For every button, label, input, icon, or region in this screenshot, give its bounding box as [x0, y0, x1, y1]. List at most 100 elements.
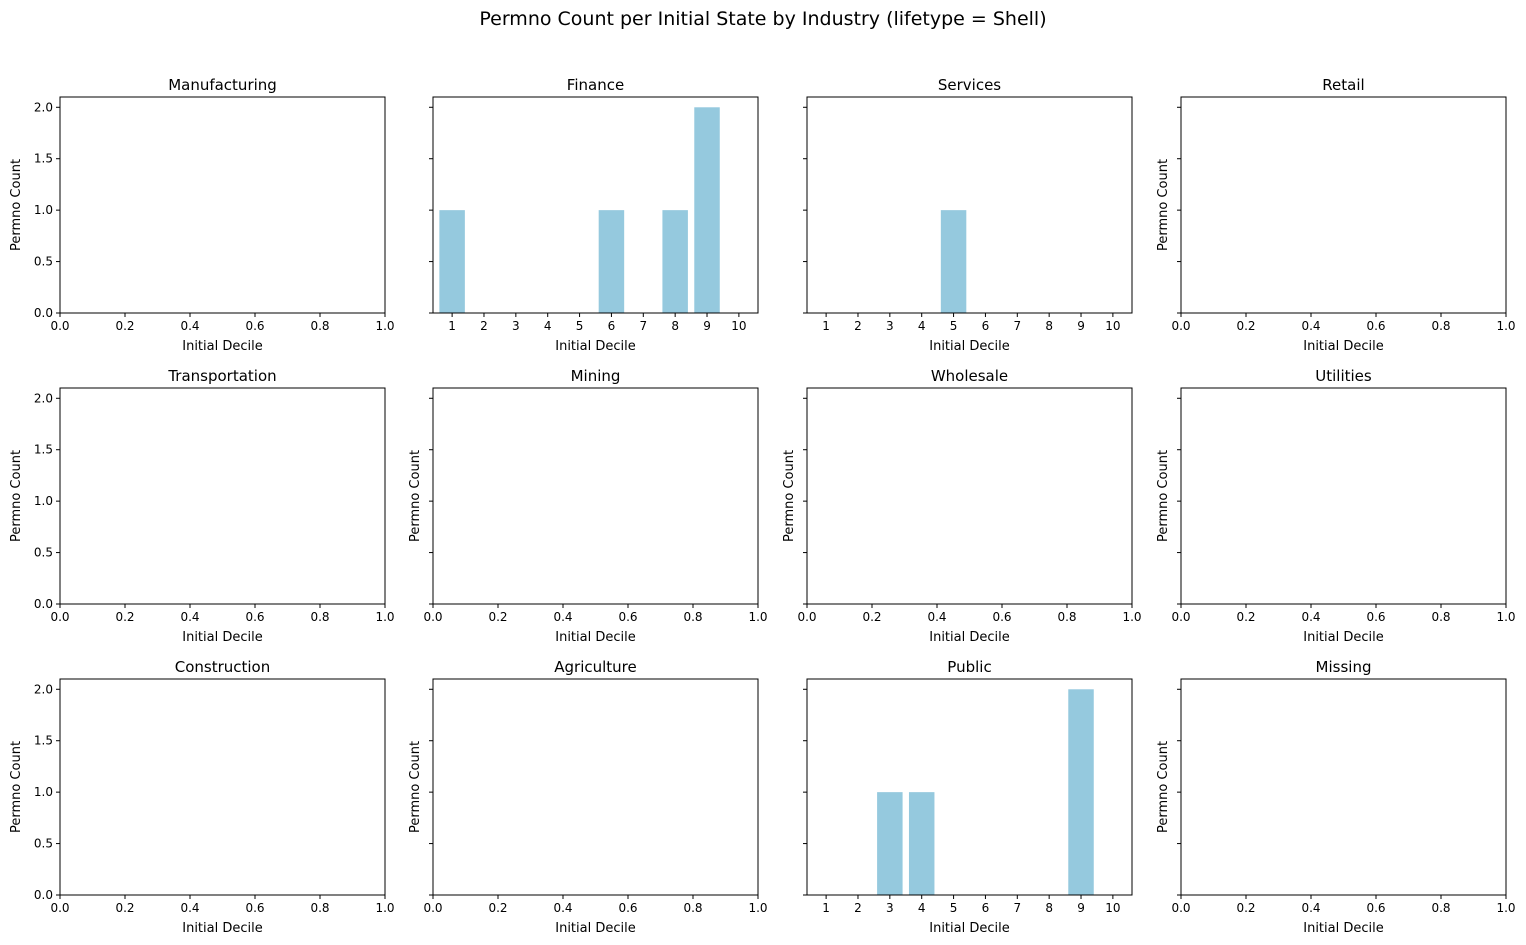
x-tick-label: 0.4 [553, 901, 572, 915]
panel-utilities: 0.0 0.2 0.4 0.6 0.8 1.0 Utilities Initial Decil… [1156, 367, 1516, 645]
x-axis-label: Initial Decile [1303, 630, 1383, 645]
x-tick-label: 4 [918, 901, 926, 915]
x-tick-label: 3 [512, 319, 520, 333]
x-tick-label: 2 [854, 901, 862, 915]
x-tick-label: 0.6 [992, 610, 1011, 624]
x-axis-label: Initial Decile [929, 339, 1009, 354]
x-tick-label: 0.2 [1236, 901, 1255, 915]
panel-public: 1 2 3 4 5 6 7 8 9 10 Public Initial Decile [803, 658, 1133, 936]
x-tick-label: 1.0 [748, 901, 767, 915]
panel-mining: 0.0 0.2 0.4 0.6 0.8 1.0 Mining Initial Decile Pe… [408, 367, 768, 645]
axes-frame [59, 678, 386, 896]
x-axis-label: Initial Decile [929, 630, 1009, 645]
bar-public-3 [877, 792, 903, 895]
x-tick-label: 6 [982, 901, 990, 915]
y-tick-label: 1.0 [34, 785, 53, 799]
x-tick-label: 0.0 [1171, 901, 1190, 915]
x-tick-label: 1.0 [375, 610, 394, 624]
panel-title: Finance [567, 76, 624, 94]
x-tick-label: 10 [1105, 901, 1120, 915]
x-tick-label: 0.4 [180, 610, 199, 624]
x-tick-label: 6 [982, 319, 990, 333]
x-tick-label: 0.8 [310, 610, 329, 624]
axes-frame [432, 96, 759, 314]
x-tick-label: 10 [1105, 319, 1120, 333]
y-axis-label: Permno Count [408, 450, 423, 542]
x-tick-label: 0.6 [618, 901, 637, 915]
x-tick-label: 0.4 [1301, 901, 1320, 915]
axes-frame [432, 678, 759, 896]
x-tick-label: 2 [854, 319, 862, 333]
subplot-grid: 0.0 0.2 0.4 0.6 0.8 1.0 0.0 0.5 1.0 1.5 2.0 Manufac… [9, 76, 1516, 936]
panel-title: Mining [571, 367, 621, 385]
axes-frame [59, 96, 386, 314]
panel-agriculture: 0.0 0.2 0.4 0.6 0.8 1.0 Agriculture Initial Dec… [408, 658, 768, 936]
y-tick-label: 1.5 [34, 152, 53, 166]
figure-title: Permno Count per Initial State by Indust… [479, 8, 1046, 30]
x-tick-label: 0.8 [1057, 610, 1076, 624]
y-axis-label: Permno Count [9, 741, 24, 833]
y-axis-label: Permno Count [1156, 741, 1171, 833]
bar-finance-1 [439, 210, 465, 313]
bar-public-9 [1068, 689, 1094, 895]
y-tick-label: 1.5 [34, 734, 53, 748]
x-tick-label: 1.0 [748, 610, 767, 624]
x-axis-label: Initial Decile [1303, 921, 1383, 936]
x-tick-label: 0.0 [423, 610, 442, 624]
x-tick-label: 1.0 [375, 319, 394, 333]
x-tick-label: 1.0 [1496, 901, 1515, 915]
x-tick-label: 0.8 [1431, 610, 1450, 624]
x-tick-label: 0.2 [115, 610, 134, 624]
x-tick-label: 10 [731, 319, 746, 333]
x-tick-label: 0.4 [927, 610, 946, 624]
panel-title: Services [938, 76, 1001, 94]
bar-finance-6 [598, 210, 625, 313]
y-axis-label: Permno Count [9, 450, 24, 542]
panel-construction: 0.0 0.2 0.4 0.6 0.8 1.0 0.0 0.5 1.0 1.5 2.0 Constru… [9, 658, 395, 936]
x-tick-label: 0.4 [553, 610, 572, 624]
x-tick-label: 0.2 [1236, 319, 1255, 333]
x-tick-label: 1.0 [1122, 610, 1141, 624]
x-tick-label: 2 [480, 319, 488, 333]
y-tick-label: 0.5 [34, 546, 53, 560]
y-axis-label: Permno Count [1156, 450, 1171, 542]
panel-transportation: 0.0 0.2 0.4 0.6 0.8 1.0 0.0 0.5 1.0 1.5 2.0 Transpo… [9, 367, 395, 645]
x-axis-label: Initial Decile [182, 921, 262, 936]
x-axis-label: Initial Decile [555, 921, 635, 936]
axes-frame [1180, 678, 1507, 896]
y-tick-label: 1.0 [34, 494, 53, 508]
x-tick-label: 9 [1077, 901, 1085, 915]
x-tick-label: 7 [1013, 901, 1021, 915]
y-tick-label: 1.0 [34, 203, 53, 217]
x-tick-label: 0.0 [50, 901, 69, 915]
x-tick-label: 9 [1077, 319, 1085, 333]
y-tick-label: 0.0 [34, 888, 53, 902]
panel-wholesale: 0.0 0.2 0.4 0.6 0.8 1.0 Wholesale Initial Decil… [782, 367, 1142, 645]
x-tick-label: 0.6 [618, 610, 637, 624]
x-tick-label: 0.8 [310, 901, 329, 915]
panel-finance: 1 2 3 4 5 6 7 8 9 10 Finance Initial Decile [429, 76, 759, 354]
x-tick-label: 0.2 [115, 901, 134, 915]
x-tick-label: 0.2 [1236, 610, 1255, 624]
x-tick-label: 0.8 [683, 610, 702, 624]
axes-frame [806, 678, 1133, 896]
y-tick-label: 0.5 [34, 255, 53, 269]
x-tick-label: 8 [671, 319, 679, 333]
x-tick-label: 0.0 [797, 610, 816, 624]
y-axis-label: Permno Count [782, 450, 797, 542]
panel-title: Utilities [1315, 367, 1372, 385]
x-tick-label: 5 [950, 319, 958, 333]
panel-title: Missing [1316, 658, 1372, 676]
x-axis-label: Initial Decile [555, 630, 635, 645]
x-tick-label: 6 [608, 319, 616, 333]
bar-finance-9 [694, 107, 720, 314]
x-axis-label: Initial Decile [1303, 339, 1383, 354]
panel-title: Construction [175, 658, 271, 676]
x-tick-label: 0.6 [245, 610, 264, 624]
x-tick-label: 0.4 [180, 319, 199, 333]
y-tick-label: 0.0 [34, 306, 53, 320]
x-tick-label: 0.0 [423, 901, 442, 915]
x-tick-label: 0.4 [1301, 610, 1320, 624]
panel-title: Manufacturing [168, 76, 277, 94]
